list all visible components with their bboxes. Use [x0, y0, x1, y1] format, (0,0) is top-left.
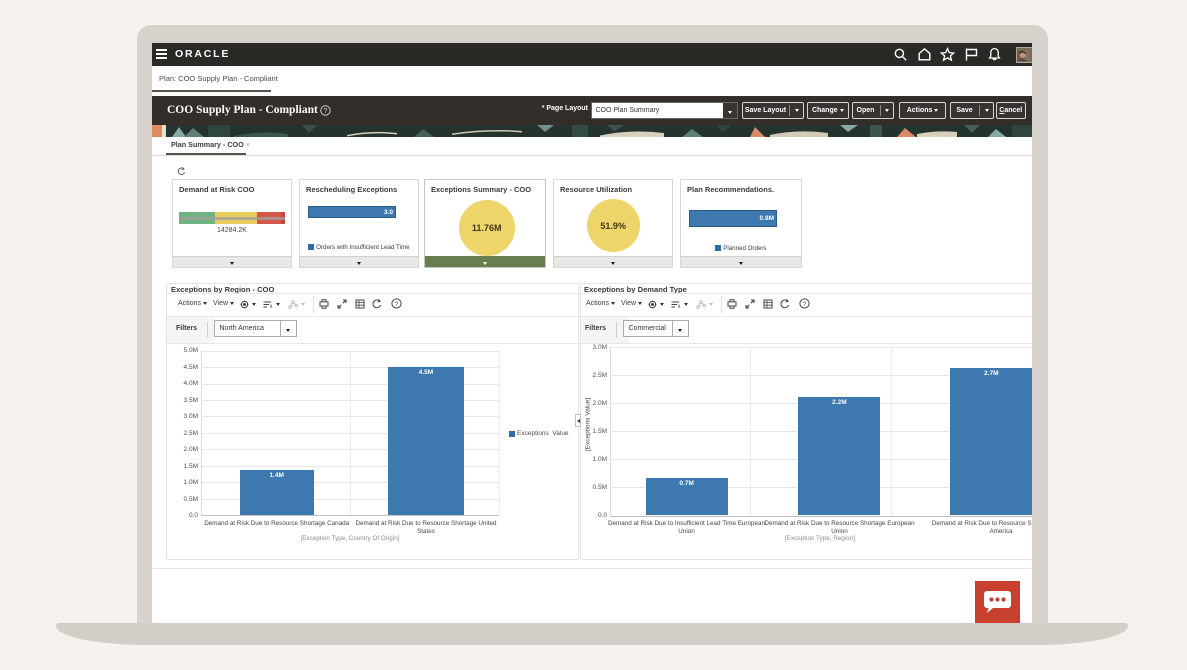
svg-text:?: ?	[803, 301, 807, 308]
svg-text:?: ?	[395, 301, 399, 308]
svg-text:?: ?	[324, 108, 328, 115]
